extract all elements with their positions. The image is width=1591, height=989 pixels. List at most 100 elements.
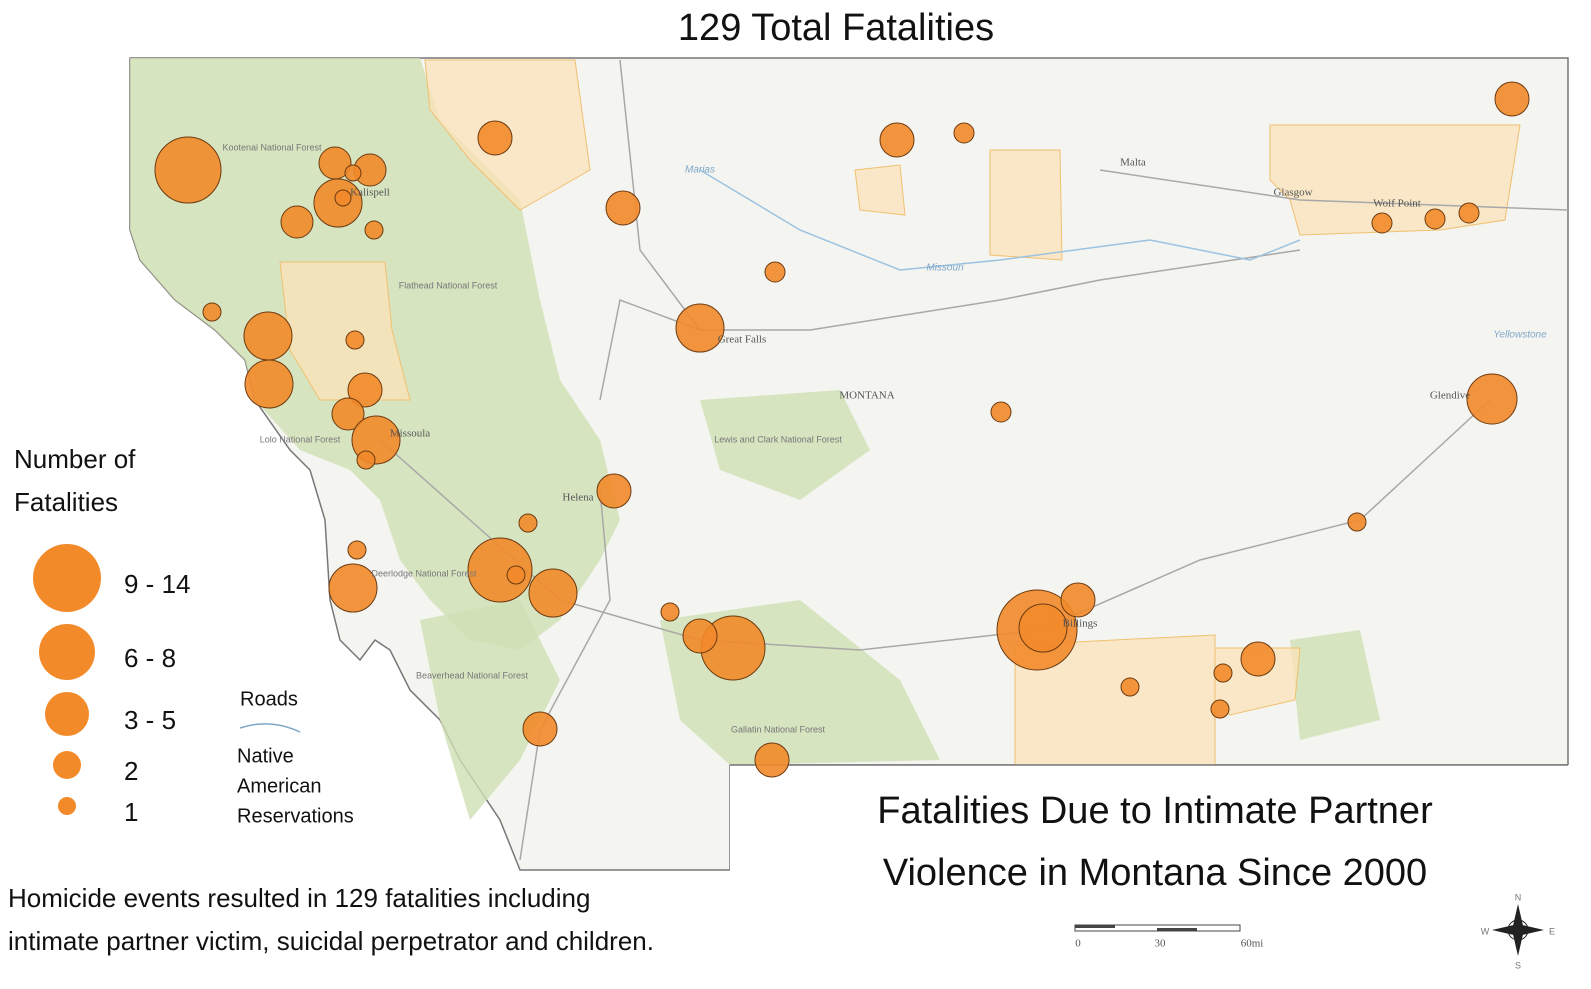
river-label: Yellowstone bbox=[1493, 330, 1547, 341]
place-label: Glasgow bbox=[1273, 187, 1312, 199]
fatality-circle bbox=[345, 330, 365, 350]
fatality-circle bbox=[344, 164, 362, 182]
fatality-circle bbox=[879, 122, 915, 158]
legend-symbol bbox=[53, 751, 81, 779]
fatality-circle bbox=[1060, 582, 1096, 618]
legend-title: Fatalities bbox=[14, 487, 118, 517]
fatality-circle bbox=[675, 303, 725, 353]
fatality-circle bbox=[764, 261, 786, 283]
compass: N E S W bbox=[1481, 892, 1555, 970]
scale-label: 30 bbox=[1155, 938, 1167, 950]
scale-segment bbox=[1157, 928, 1197, 931]
place-label: Glendive bbox=[1430, 390, 1470, 402]
fatality-circle bbox=[1210, 699, 1230, 719]
fatality-circle bbox=[1494, 81, 1530, 117]
forest-area bbox=[1290, 630, 1380, 740]
fatality-circle bbox=[347, 540, 367, 560]
fatality-circle bbox=[1347, 512, 1367, 532]
road bbox=[599, 249, 1301, 401]
fatality-circle bbox=[364, 220, 384, 240]
fatality-circle bbox=[347, 372, 383, 408]
road bbox=[619, 59, 701, 331]
fatality-circle bbox=[467, 537, 533, 603]
fatality-circle bbox=[596, 473, 632, 509]
fatality-circle bbox=[280, 205, 314, 239]
fatality-circle bbox=[605, 190, 641, 226]
forest-area bbox=[700, 390, 870, 500]
fatality-circle bbox=[243, 311, 293, 361]
scale-label: 0 bbox=[1075, 938, 1081, 950]
forest-label: Gallatin National Forest bbox=[731, 724, 826, 734]
legend-class-label: 6 - 8 bbox=[124, 643, 176, 673]
reservation bbox=[279, 261, 411, 401]
fatality-circle bbox=[1458, 202, 1480, 224]
forest-label: Kootenai National Forest bbox=[222, 142, 322, 152]
fatality-circle bbox=[1466, 373, 1518, 425]
place-label: MONTANA bbox=[839, 390, 894, 402]
forest-label: Lolo National Forest bbox=[260, 434, 341, 444]
fatality-circle bbox=[334, 189, 352, 207]
forest-label: Beaverhead National Forest bbox=[416, 670, 529, 680]
place-label: Kalispell bbox=[350, 187, 390, 199]
legend-reservations: Native bbox=[237, 745, 294, 767]
compass-label: E bbox=[1549, 926, 1555, 936]
legend-class-label: 1 bbox=[124, 797, 138, 827]
fatality-circle bbox=[518, 513, 538, 533]
map-title: 129 Total Fatalities bbox=[678, 7, 994, 49]
fatality-circle bbox=[660, 602, 680, 622]
fatality-circle bbox=[528, 568, 578, 618]
place-label: Wolf Point bbox=[1373, 198, 1421, 210]
caption: intimate partner victim, suicidal perpet… bbox=[8, 926, 654, 956]
river-label: Marias bbox=[685, 165, 715, 176]
place-label: Malta bbox=[1120, 157, 1146, 169]
fatality-circle bbox=[1424, 208, 1446, 230]
legend-roads: Roads bbox=[240, 688, 298, 710]
fatality-circle bbox=[1371, 212, 1393, 234]
fatality-circle bbox=[682, 618, 718, 654]
fatality-circle bbox=[477, 120, 513, 156]
fatality-circle bbox=[506, 565, 526, 585]
compass-label: W bbox=[1481, 926, 1490, 936]
scale-label: 60mi bbox=[1241, 938, 1264, 950]
legend-symbol bbox=[45, 692, 89, 736]
reservation bbox=[989, 149, 1063, 261]
scale-bar: 0 30 60mi bbox=[1074, 924, 1264, 950]
fatality-circle bbox=[1120, 677, 1140, 697]
legend-class-label: 9 - 14 bbox=[124, 569, 191, 599]
reservation bbox=[1269, 124, 1521, 236]
fatality-circle bbox=[1240, 641, 1276, 677]
river-label: Missouri bbox=[926, 263, 964, 274]
heading: Violence in Montana Since 2000 bbox=[883, 852, 1427, 894]
place-label: Helena bbox=[562, 492, 593, 504]
legend-reservations: Reservations bbox=[237, 805, 354, 827]
scale-segment bbox=[1075, 925, 1115, 928]
forest-area bbox=[420, 600, 560, 820]
compass-label: N bbox=[1515, 892, 1522, 902]
legend-symbol bbox=[39, 624, 95, 680]
fatality-circle bbox=[990, 401, 1012, 423]
place-label: Great Falls bbox=[718, 334, 767, 346]
place-label: Billings bbox=[1063, 618, 1098, 630]
legend-class-label: 3 - 5 bbox=[124, 705, 176, 735]
legend-symbol bbox=[33, 544, 101, 612]
legend-title: Number of bbox=[14, 444, 136, 474]
fatality-circle bbox=[244, 359, 294, 409]
heading: Fatalities Due to Intimate Partner bbox=[877, 790, 1433, 832]
reservation bbox=[1214, 647, 1301, 716]
forest-label: Deerlodge National Forest bbox=[371, 568, 477, 578]
compass-ring bbox=[1507, 919, 1529, 941]
fatality-circle bbox=[328, 563, 378, 613]
legend-symbol bbox=[58, 797, 76, 815]
road bbox=[519, 489, 611, 861]
legend-class-label: 2 bbox=[124, 756, 138, 786]
compass-label: S bbox=[1515, 960, 1521, 970]
road bbox=[1099, 169, 1569, 211]
legend-reservations: American bbox=[237, 775, 321, 797]
caption: Homicide events resulted in 129 fataliti… bbox=[8, 883, 590, 913]
forest-label: Lewis and Clark National Forest bbox=[714, 434, 842, 444]
forest-label: Flathead National Forest bbox=[399, 280, 498, 290]
fatality-circle bbox=[202, 302, 222, 322]
fatality-circle bbox=[356, 450, 376, 470]
reservation bbox=[854, 164, 906, 216]
fatality-circle bbox=[1018, 603, 1068, 653]
